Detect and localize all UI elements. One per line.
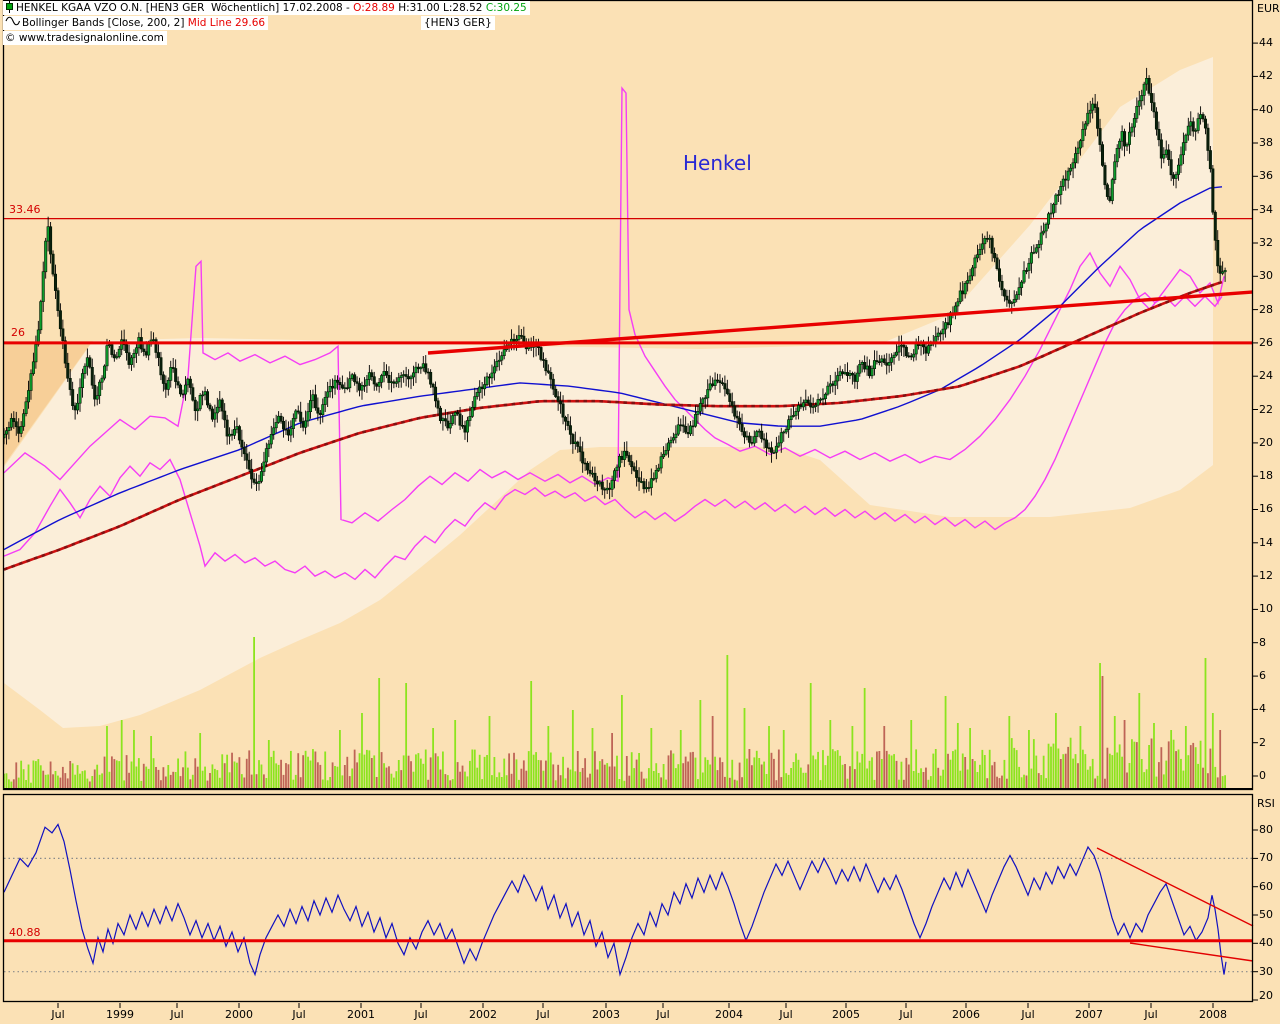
time-tick-label: 2003 [592, 1008, 620, 1021]
rsi-axis-unit: RSI [1257, 797, 1275, 810]
time-tick-label: 2008 [1199, 1008, 1227, 1021]
price-tick-label: 32 [1259, 235, 1273, 249]
rsi-tick-label: 70 [1259, 851, 1273, 865]
price-axis-unit: EUR [1257, 2, 1280, 15]
price-tick-label: 22 [1259, 402, 1273, 416]
price-tick-label: 0 [1259, 769, 1266, 782]
price-tick-label: 2 [1259, 735, 1266, 749]
rsi-tick-label: 40 [1259, 936, 1273, 950]
price-tick-label: 44 [1259, 36, 1273, 50]
price-tick-label: 24 [1259, 369, 1273, 383]
time-tick-label: 2005 [832, 1008, 860, 1021]
price-tick-label: 4 [1259, 702, 1266, 716]
rsi-tick-label: 20 [1259, 989, 1273, 1002]
price-tick-label: 12 [1259, 569, 1273, 583]
open-value: O:28.89 [353, 2, 395, 14]
bollinger-upper-line [4, 86, 1225, 524]
rsi-level-label-40-88: 40.88 [9, 926, 41, 939]
rsi-tick-label: 60 [1259, 879, 1273, 893]
price-tick-label: 42 [1259, 69, 1273, 83]
price-tick-label: 36 [1259, 169, 1273, 183]
price-level-label-26: 26 [11, 326, 25, 339]
price-tick-label: 8 [1259, 635, 1266, 649]
time-tick-label: Jul [292, 1008, 306, 1021]
time-tick-label: Jul [536, 1008, 550, 1021]
time-tick-label: Jul [779, 1008, 793, 1021]
bollinger-band-fill [4, 57, 1213, 728]
copyright: © www.tradesignalonline.com [3, 31, 167, 45]
price-tick-label: 28 [1259, 302, 1273, 316]
time-tick-label: 2000 [225, 1008, 253, 1021]
time-tick-label: 2004 [715, 1008, 743, 1021]
ma-blue-line [4, 186, 1223, 551]
price-tick-label: 6 [1259, 669, 1266, 683]
rsi-trendline [1129, 942, 1254, 962]
price-tick-label: 20 [1259, 435, 1273, 449]
rsi-tick-label: 80 [1259, 823, 1273, 837]
bollinger-lower-line [4, 291, 1223, 581]
time-tick-label: Jul [1021, 1008, 1035, 1021]
indicator-bar: Bollinger Bands [Close, 200, 2] Mid Line… [3, 15, 269, 31]
price-tick-label: 34 [1259, 202, 1273, 216]
rsi-tick-label: 30 [1259, 964, 1273, 978]
instrument-title: HENKEL KGAA VZO O.N. [HEN3 GER Wöchentli… [16, 2, 354, 14]
rsi-panel[interactable] [3, 823, 1254, 977]
time-tick-label: Jul [899, 1008, 913, 1021]
rsi-tick-label: 50 [1259, 908, 1273, 921]
rsi-line [3, 823, 1227, 977]
price-tick-label: 26 [1259, 335, 1273, 349]
price-tick-label: 38 [1259, 136, 1273, 150]
indicator-label: Bollinger Bands [Close, 200, 2] [22, 17, 188, 29]
price-panel[interactable] [3, 57, 1253, 788]
time-tick-label: Jul [656, 1008, 670, 1021]
time-tick-label: 2007 [1075, 1008, 1103, 1021]
panel-borders [2, 0, 1258, 1008]
symbol-tag: {HEN3 GER} [421, 16, 495, 30]
price-tick-label: 18 [1259, 469, 1273, 483]
time-tick-label: 1999 [106, 1008, 134, 1021]
time-tick-label: 2002 [469, 1008, 497, 1021]
midline-value: Mid Line 29.66 [187, 17, 266, 29]
time-tick-label: Jul [414, 1008, 428, 1021]
instrument-annotation: Henkel [683, 151, 752, 175]
ma-midline-dashes [4, 280, 1223, 571]
price-tick-label: 16 [1259, 502, 1273, 516]
price-level-label-33-46: 33.46 [9, 203, 41, 216]
close-value: C:30.25 [485, 2, 527, 14]
candle-icon [5, 0, 14, 17]
volume-layer [4, 637, 1226, 788]
rsi-trendline [1096, 847, 1254, 927]
copyright-text: © www.tradesignalonline.com [5, 32, 164, 44]
time-tick-label: Jul [51, 1008, 65, 1021]
wave-icon [5, 15, 21, 31]
time-tick-label: 2006 [952, 1008, 980, 1021]
title-bar: HENKEL KGAA VZO O.N. [HEN3 GER Wöchentli… [3, 0, 530, 17]
price-tick-label: 14 [1259, 535, 1273, 549]
time-tick-label: Jul [1144, 1008, 1158, 1021]
price-tick-label: 30 [1259, 269, 1273, 283]
high-low-values: H:31.00 L:28.52 [394, 2, 486, 14]
price-tick-label: 10 [1259, 602, 1273, 616]
ascending-trendline [427, 290, 1252, 355]
time-tick-label: 2001 [347, 1008, 375, 1021]
time-tick-label: Jul [170, 1008, 184, 1021]
price-tick-label: 40 [1259, 102, 1273, 116]
